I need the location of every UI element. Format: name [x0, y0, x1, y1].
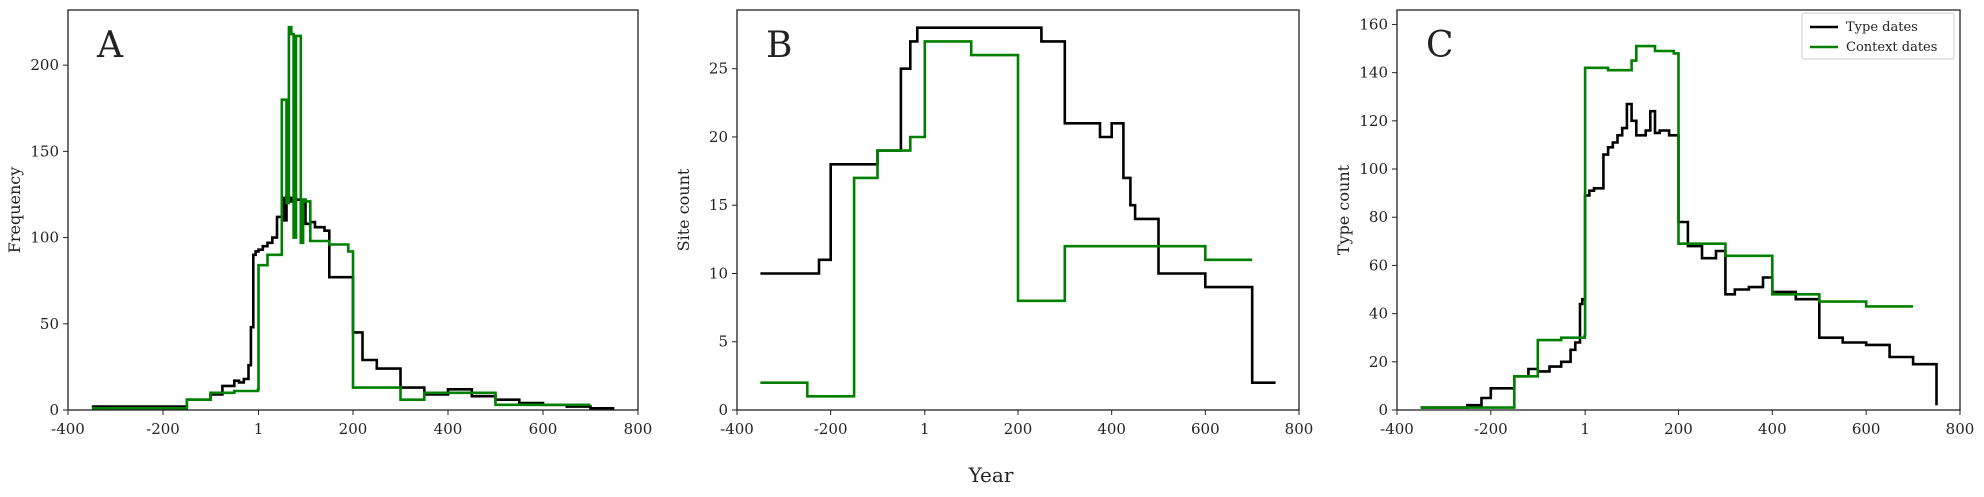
- panel-c: 0 20 40 60 80 100 120 140 160 -400 -200 1 200 400 600 8…: [1334, 9, 1975, 438]
- y-axis-label: Frequency: [5, 167, 24, 254]
- x-tick-label: 400: [1097, 420, 1126, 438]
- x-tick-label: 400: [434, 420, 463, 438]
- x-tick-label: -200: [146, 420, 180, 438]
- x-tick-label: 1: [254, 420, 264, 438]
- y-tick-label: 100: [30, 229, 59, 247]
- y-tick-label: 0: [718, 401, 728, 419]
- y-tick-label: 200: [30, 56, 59, 74]
- series-line-context-dates: [760, 40, 1253, 398]
- x-tick-label: 400: [1758, 420, 1787, 438]
- panel-b: 0 5 10 15 20 25 -400 -200 1 200 400 600 800 B Site cou…: [674, 9, 1314, 438]
- y-tick-label: 10: [709, 264, 728, 282]
- panel-letter: B: [766, 25, 792, 66]
- y-tick-label: 15: [709, 196, 728, 214]
- legend-entry: Context dates: [1846, 40, 1937, 55]
- y-tick-label: 120: [1359, 112, 1388, 130]
- x-tick-label: 200: [1664, 420, 1693, 438]
- y-tick-label: 0: [1378, 401, 1388, 419]
- y-tick-label: 50: [40, 315, 59, 333]
- x-tick-label: 600: [1191, 420, 1220, 438]
- x-tick-label: 1: [1580, 420, 1590, 438]
- y-axis-label: Site count: [674, 168, 693, 251]
- y-tick-label: 140: [1359, 64, 1388, 82]
- x-tick-label: 600: [529, 420, 558, 438]
- y-tick-label: 20: [709, 128, 728, 146]
- legend-entry: Type dates: [1846, 20, 1918, 35]
- y-tick-label: 100: [1359, 160, 1388, 178]
- panel-letter: C: [1426, 25, 1454, 66]
- x-tick-label: -200: [814, 420, 848, 438]
- y-tick-label: 0: [49, 401, 59, 419]
- x-tick-label: 600: [1852, 420, 1881, 438]
- y-tick-label: 25: [709, 60, 728, 78]
- x-tick-label: -400: [51, 420, 85, 438]
- x-tick-label: -400: [1380, 420, 1414, 438]
- shared-x-axis-label: Year: [968, 463, 1014, 487]
- y-tick-label: 60: [1369, 256, 1388, 274]
- x-tick-label: 800: [624, 420, 653, 438]
- legend: Type dates Context dates: [1801, 12, 1955, 60]
- y-tick-label: 160: [1359, 15, 1388, 33]
- x-tick-label: -400: [720, 420, 754, 438]
- y-tick-label: 20: [1369, 353, 1388, 371]
- x-tick-label: -200: [1474, 420, 1508, 438]
- plot-frame: [736, 9, 1300, 411]
- plot-frame: [1396, 9, 1961, 411]
- y-tick-label: 150: [30, 142, 59, 160]
- y-tick-label: 80: [1369, 208, 1388, 226]
- x-tick-label: 1: [920, 420, 930, 438]
- panel-a: 0 50 100 150 200 -400 -200 1 200 400 600 800 A Freque…: [5, 9, 653, 438]
- x-tick-label: 200: [1004, 420, 1033, 438]
- y-tick-label: 40: [1369, 305, 1388, 323]
- y-tick-label: 5: [718, 333, 728, 351]
- x-tick-label: 800: [1285, 420, 1314, 438]
- plot-frame: [67, 9, 639, 411]
- x-tick-label: 800: [1946, 420, 1975, 438]
- y-axis-label: Type count: [1334, 164, 1353, 255]
- panel-letter: A: [96, 25, 124, 66]
- x-tick-label: 200: [339, 420, 368, 438]
- legend-box: [1801, 12, 1955, 60]
- series-line-context-dates: [1420, 44, 1914, 409]
- series-line-context-dates: [91, 25, 591, 410]
